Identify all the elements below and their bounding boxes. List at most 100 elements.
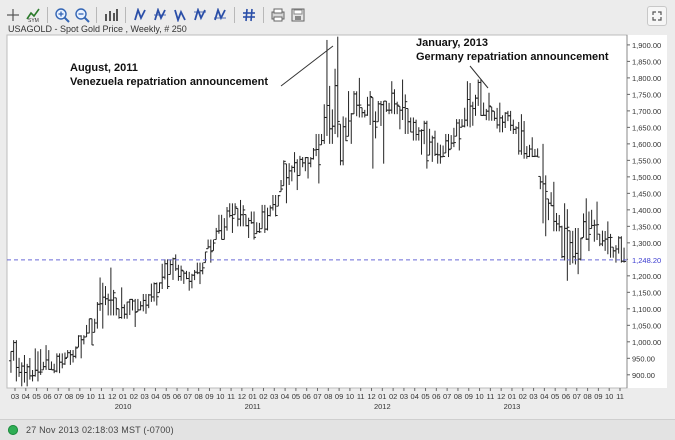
price-chart[interactable]: 900.00 950.00 1,000.00 1,050.00 1,100.00 1,15… [0,0,675,419]
x-tick-label: 12 [367,392,375,401]
x-tick-label: 07 [313,392,321,401]
y-tick-label: 1,150.00 [632,288,661,297]
x-tick-label: 07 [184,392,192,401]
x-tick-label: 05 [551,392,559,401]
x-tick-label: 07 [54,392,62,401]
x-tick-label: 05 [421,392,429,401]
y-tick-label: 1,650.00 [632,123,661,132]
x-tick-label: 06 [173,392,181,401]
grid-icon[interactable] [240,6,258,24]
x-tick-label: 02 [130,392,138,401]
x-year-label: 2013 [504,402,521,411]
draw-tool-5-icon[interactable] [211,6,229,24]
y-tick-label: 1,000.00 [632,338,661,347]
y-tick-label: 1,800.00 [632,74,661,83]
y-tick-label: 1,300.00 [632,239,661,248]
draw-tool-1-icon[interactable] [131,6,149,24]
x-tick-label: 07 [443,392,451,401]
toolbar-divider [47,7,48,23]
svg-text:SYM: SYM [28,18,39,23]
symbol-search-icon[interactable]: SYM [24,6,42,24]
annotation-venezuela-text: Venezuela repatriation announcement [70,76,269,88]
draw-tool-3-icon[interactable] [171,6,189,24]
x-tick-label: 11 [616,392,624,401]
y-tick-label: 1,600.00 [632,140,661,149]
draw-tool-2-icon[interactable] [151,6,169,24]
x-tick-label: 05 [162,392,170,401]
x-tick-label: 01 [119,392,127,401]
x-year-label: 2010 [115,402,132,411]
annotation-pointer-germany [469,65,489,89]
y-tick-label: 1,900.00 [632,41,661,50]
y-tick-label: 1,050.00 [632,321,661,330]
x-tick-label: 03 [140,392,148,401]
x-tick-label: 06 [43,392,51,401]
x-tick-label: 09 [335,392,343,401]
zoom-in-icon[interactable] [53,6,71,24]
x-tick-label: 05 [292,392,300,401]
x-tick-label: 08 [454,392,462,401]
x-tick-label: 12 [108,392,116,401]
annotation-pointer-venezuela [280,45,334,87]
y-tick-label: 900.00 [632,371,655,380]
chart-title: USAGOLD - Spot Gold Price , Weekly, # 25… [8,24,187,34]
y-tick-label: 1,100.00 [632,305,661,314]
x-tick-label: 04 [151,392,159,401]
y-tick-label: 1,350.00 [632,222,661,231]
x-tick-label: 07 [573,392,581,401]
y-tick-label: 1,450.00 [632,189,661,198]
y-tick-label: 1,400.00 [632,206,661,215]
x-tick-label: 03 [11,392,19,401]
draw-tool-4-icon[interactable] [191,6,209,24]
connection-status-icon [8,425,18,435]
status-bar: 27 Nov 2013 02:18:03 MST (-0700) [0,419,675,440]
x-tick-label: 02 [259,392,267,401]
x-tick-label: 09 [76,392,84,401]
crosshair-icon[interactable] [4,6,22,24]
x-tick-label: 06 [303,392,311,401]
x-tick-label: 08 [194,392,202,401]
zoom-out-icon[interactable] [73,6,91,24]
toolbar-divider [96,7,97,23]
plot-area [6,34,628,389]
toolbar: SYM [4,4,671,26]
toolbar-divider [263,7,264,23]
x-tick-label: 11 [227,392,235,401]
annotation-venezuela: August, 2011 Venezuela repatriation anno… [70,61,268,89]
annotation-germany-text: Germany repatriation announcement [416,51,609,63]
expand-icon[interactable] [647,6,667,26]
y-tick-label: 1,550.00 [632,156,661,165]
x-tick-label: 04 [281,392,289,401]
x-tick-label: 08 [65,392,73,401]
x-tick-label: 09 [594,392,602,401]
x-tick-label: 05 [32,392,40,401]
x-tick-label: 06 [562,392,570,401]
status-timestamp: 27 Nov 2013 02:18:03 MST (-0700) [26,425,174,435]
x-tick-label: 03 [529,392,537,401]
x-tick-label: 11 [98,392,106,401]
annotation-venezuela-date: August, 2011 [70,62,138,74]
y-axis-panel [627,35,667,388]
x-tick-label: 08 [583,392,591,401]
x-tick-label: 09 [465,392,473,401]
print-icon[interactable] [269,6,287,24]
x-tick-label: 02 [519,392,527,401]
x-tick-label: 08 [324,392,332,401]
x-tick-label: 01 [378,392,386,401]
x-year-label: 2012 [374,402,391,411]
toolbar-divider [125,7,126,23]
x-tick-label: 06 [432,392,440,401]
x-tick-label: 10 [475,392,483,401]
x-tick-label: 10 [86,392,94,401]
current-price-label: 1,248.20 [632,256,661,265]
y-tick-label: 1,500.00 [632,173,661,182]
bar-style-icon[interactable] [102,6,120,24]
x-tick-label: 04 [411,392,419,401]
save-icon[interactable] [289,6,307,24]
toolbar-divider [234,7,235,23]
x-year-label: 2011 [245,402,261,411]
y-tick-label: 1,850.00 [632,57,661,66]
x-tick-label: 03 [270,392,278,401]
x-tick-label: 09 [205,392,213,401]
